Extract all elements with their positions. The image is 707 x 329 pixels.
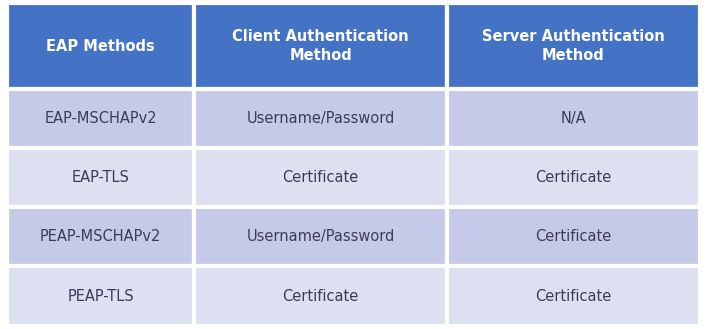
Bar — [194, 89, 447, 148]
Bar — [7, 266, 194, 326]
Text: EAP Methods: EAP Methods — [46, 38, 155, 54]
Bar — [7, 207, 194, 266]
Text: PEAP-MSCHAPv2: PEAP-MSCHAPv2 — [40, 229, 161, 244]
Text: Server Authentication
Method: Server Authentication Method — [482, 29, 665, 63]
Bar — [194, 266, 447, 326]
Text: Username/Password: Username/Password — [247, 229, 395, 244]
Bar — [447, 148, 700, 207]
Bar — [447, 3, 700, 89]
Text: EAP-MSCHAPv2: EAP-MSCHAPv2 — [45, 111, 157, 126]
Text: Certificate: Certificate — [535, 289, 612, 304]
Text: PEAP-TLS: PEAP-TLS — [67, 289, 134, 304]
Text: EAP-TLS: EAP-TLS — [71, 170, 129, 185]
Bar — [7, 148, 194, 207]
Text: Username/Password: Username/Password — [247, 111, 395, 126]
Bar — [7, 89, 194, 148]
Bar — [7, 3, 194, 89]
Text: N/A: N/A — [561, 111, 586, 126]
Bar — [447, 266, 700, 326]
Text: Certificate: Certificate — [283, 289, 358, 304]
Text: Client Authentication
Method: Client Authentication Method — [233, 29, 409, 63]
Text: Certificate: Certificate — [535, 229, 612, 244]
Bar — [447, 207, 700, 266]
Text: Certificate: Certificate — [535, 170, 612, 185]
Bar — [194, 3, 447, 89]
Bar — [194, 148, 447, 207]
Bar — [194, 207, 447, 266]
Text: Certificate: Certificate — [283, 170, 358, 185]
Bar — [447, 89, 700, 148]
